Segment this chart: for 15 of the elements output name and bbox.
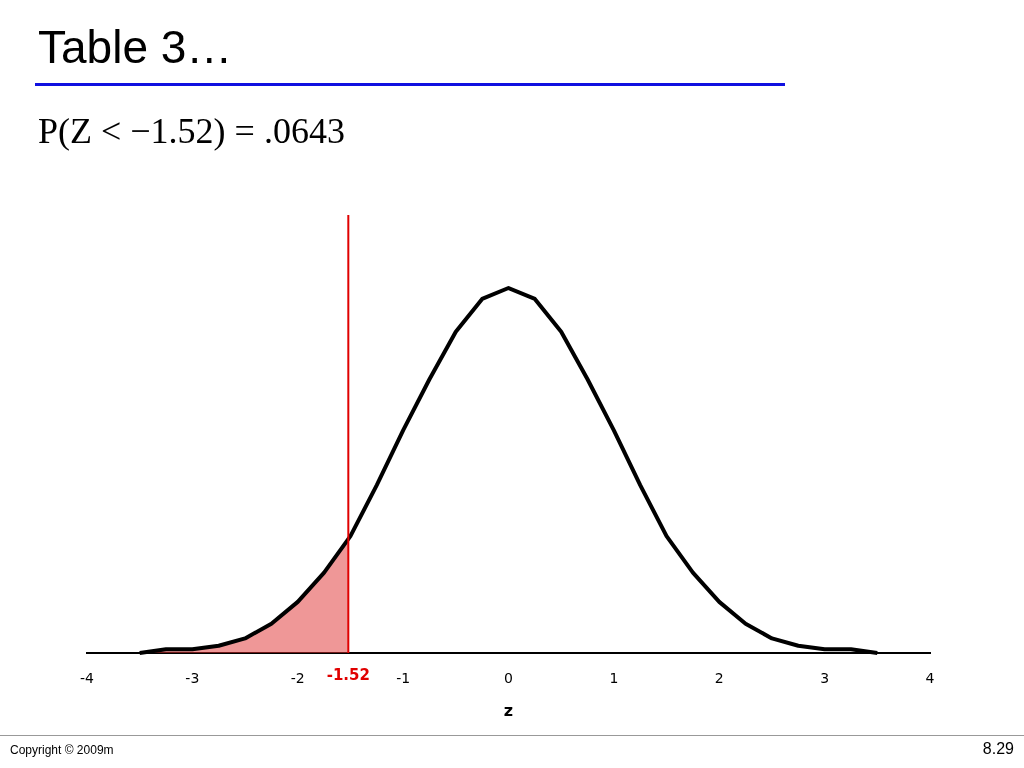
x-tick-label: -3 [185,670,200,687]
x-tick-label: 0 [504,670,513,687]
chart-title: Table 3… [38,20,233,74]
x-axis-title: z [503,700,514,720]
ref-line-label: -1.52 [326,666,370,685]
x-tick-label: 1 [609,670,619,687]
x-tick-label: -2 [290,670,305,687]
text: Copyright © 2009m [10,743,114,757]
x-tick-label: -4 [80,670,95,687]
x-tick-label: 2 [714,670,724,687]
x-tick-label: 4 [925,670,935,687]
chart-subtitle: P(Z < −1.52) = .0643 [38,110,345,152]
text: 8.29 [982,740,1014,758]
x-tick-label: -1 [396,670,411,687]
x-tick-label: 3 [820,670,830,687]
